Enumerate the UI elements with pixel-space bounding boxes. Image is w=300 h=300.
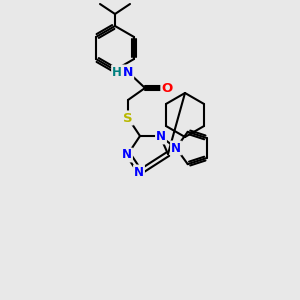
Text: N: N <box>134 166 144 178</box>
Text: O: O <box>161 82 172 94</box>
Text: S: S <box>123 112 133 124</box>
Text: N: N <box>171 142 181 154</box>
Text: N: N <box>122 148 132 161</box>
Text: H: H <box>112 65 122 79</box>
Text: N: N <box>156 130 166 143</box>
Text: N: N <box>123 65 133 79</box>
